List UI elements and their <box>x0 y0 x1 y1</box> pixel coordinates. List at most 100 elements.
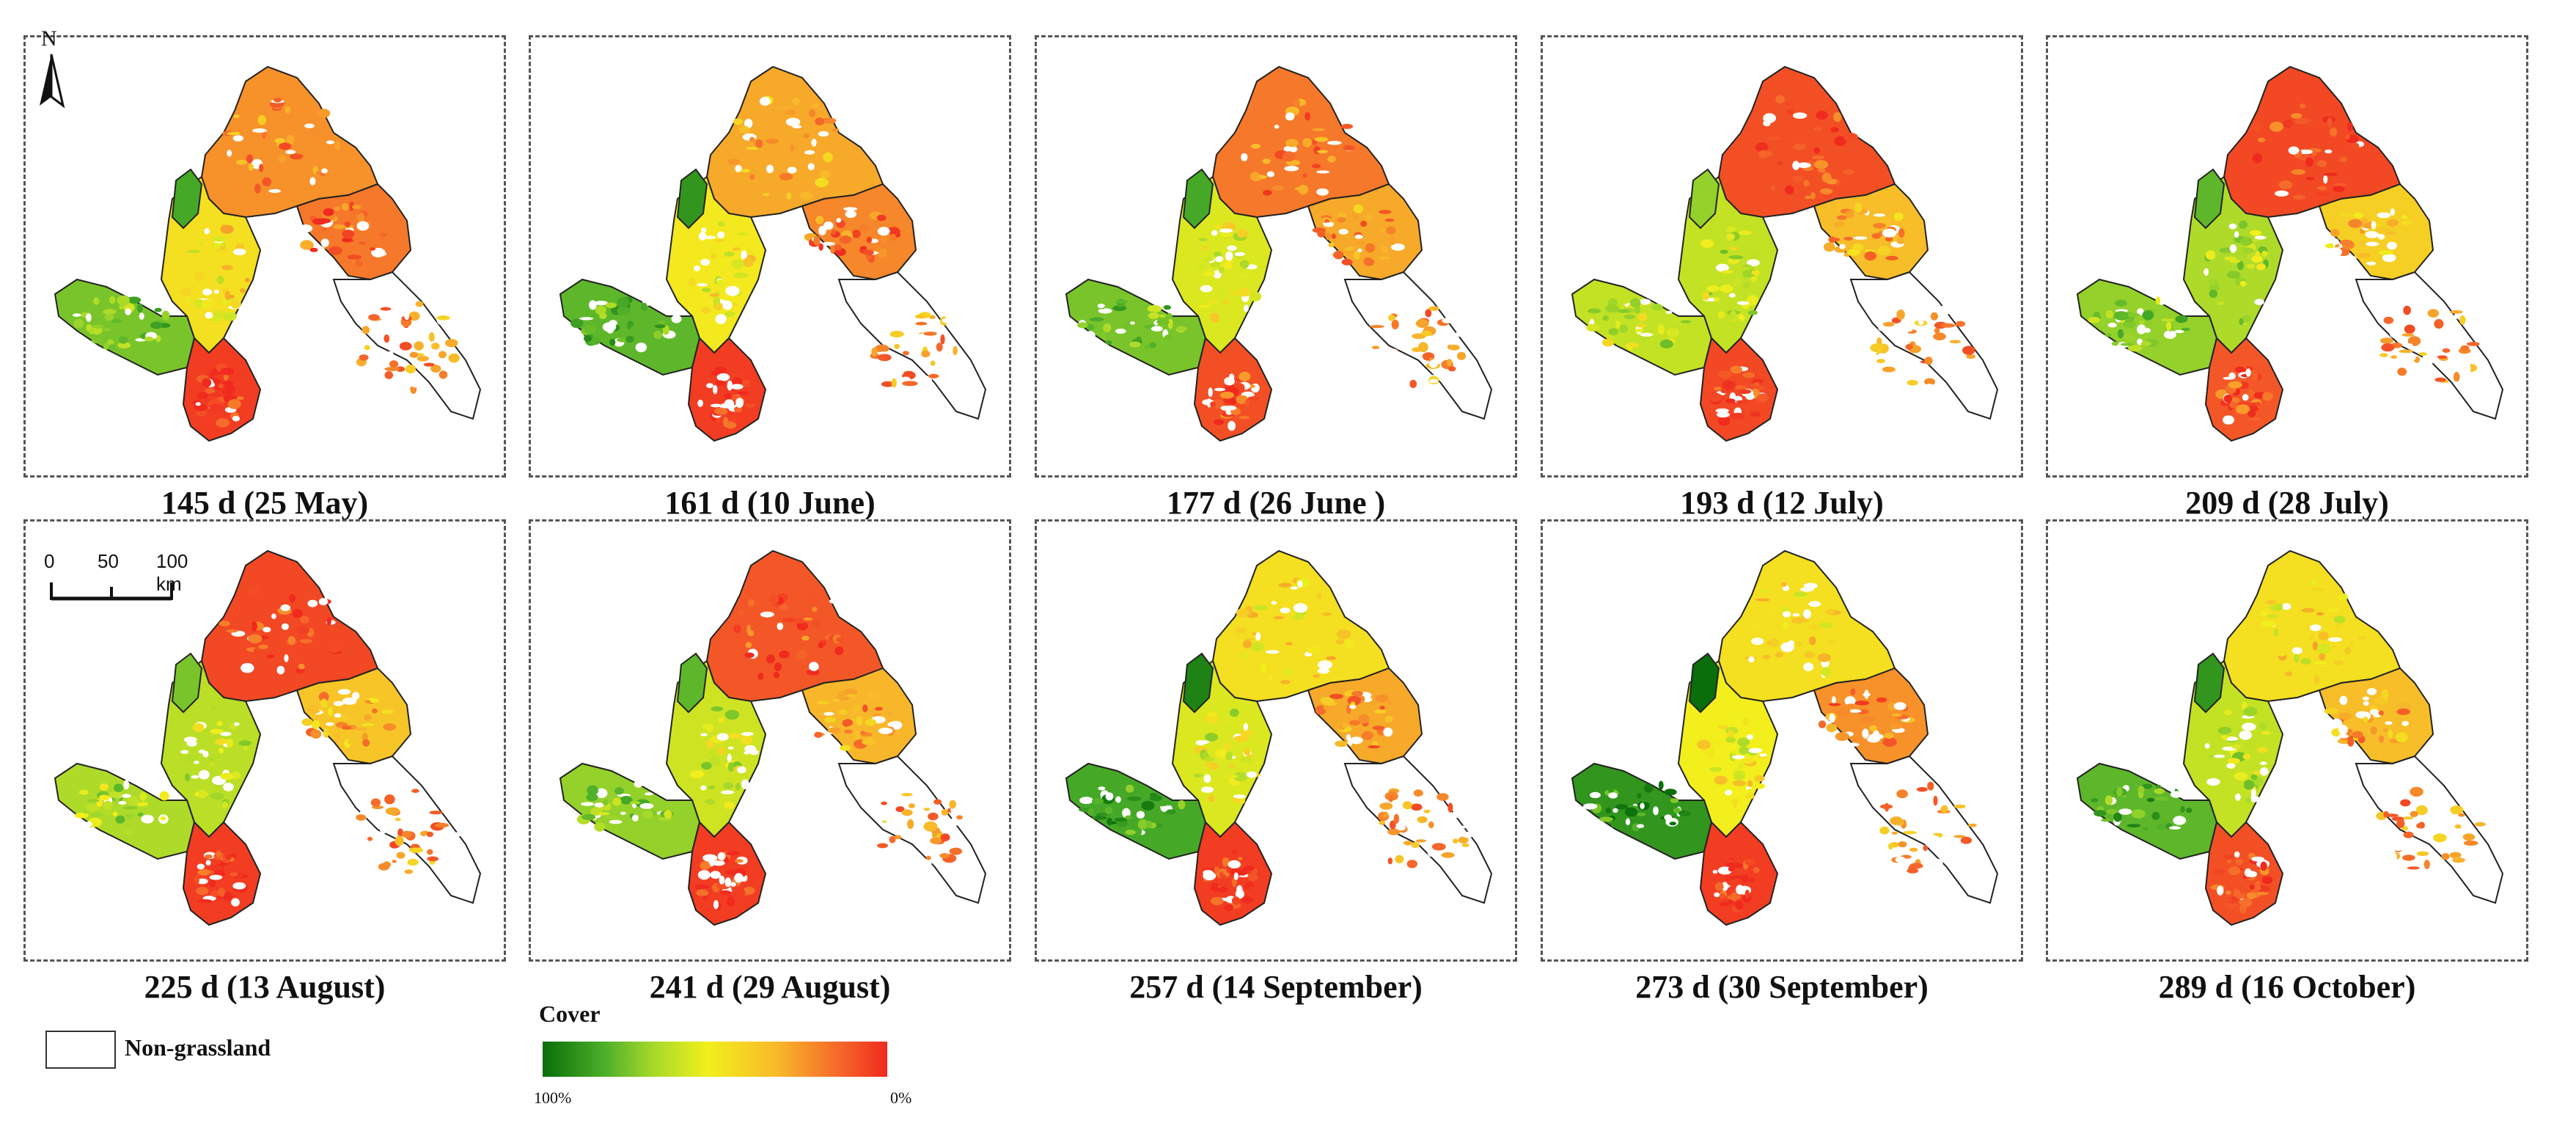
map-speckle <box>2441 853 2450 860</box>
map-speckle <box>2261 392 2273 401</box>
map-speckle <box>2231 744 2242 749</box>
map-speckle <box>1653 806 1659 816</box>
map-speckle <box>1198 238 1208 241</box>
map-speckle <box>1208 762 1219 770</box>
map-speckle <box>72 313 81 317</box>
map-speckle <box>715 314 727 324</box>
map-speckle <box>284 654 289 662</box>
map-speckle <box>1105 792 1114 801</box>
map-speckle <box>1797 162 1811 168</box>
map-speckle <box>867 708 878 714</box>
map-speckle <box>1247 396 1260 400</box>
map-speckle <box>2385 721 2393 725</box>
map-speckle <box>813 235 821 246</box>
map-speckle <box>2377 212 2391 219</box>
map-speckle <box>409 351 419 358</box>
map-speckle <box>103 343 109 351</box>
map-speckle <box>1808 601 1821 607</box>
map-speckle <box>836 637 845 643</box>
map-panel-0 <box>23 35 506 478</box>
map-speckle <box>1358 714 1370 724</box>
map-speckle <box>1726 233 1735 241</box>
map-speckle <box>2208 754 2215 758</box>
map-speckle <box>2365 230 2379 238</box>
map-speckle <box>1720 284 1733 293</box>
map-speckle <box>685 285 697 293</box>
map-speckle <box>2363 717 2368 723</box>
map-speckle <box>1945 327 1951 332</box>
map-speckle <box>904 381 918 387</box>
map-speckle <box>1786 109 1794 115</box>
map-speckle <box>743 257 754 268</box>
map-speckle <box>1873 838 1886 847</box>
map-speckle <box>2100 819 2112 822</box>
map-speckle <box>334 733 340 743</box>
map-speckle <box>2266 615 2279 618</box>
map-speckle <box>921 350 931 358</box>
map-speckle <box>380 307 392 311</box>
map-speckle <box>2330 127 2338 137</box>
map-speckle <box>2398 702 2411 710</box>
map-speckle <box>384 820 397 824</box>
map-speckle <box>1721 270 1734 274</box>
map-speckle <box>198 789 207 799</box>
map-speckle <box>2404 324 2415 334</box>
map-speckle <box>1816 111 1828 120</box>
map-speckle <box>1608 792 1618 799</box>
map-speckle <box>1136 811 1145 819</box>
map-speckle <box>333 700 344 706</box>
map-speckle <box>1601 338 1615 347</box>
map-speckle <box>204 228 210 235</box>
map-speckle <box>584 335 592 342</box>
map-speckle <box>93 297 100 305</box>
map-speckle <box>298 224 313 233</box>
map-speckle <box>868 848 878 854</box>
map-speckle <box>1234 631 1248 640</box>
map-region-southeast <box>1849 755 1999 904</box>
map-speckle <box>1892 713 1902 717</box>
map-speckle <box>2228 866 2241 876</box>
map-speckle <box>1224 742 1230 750</box>
map-speckle <box>1732 799 1738 808</box>
map-speckle <box>708 756 721 767</box>
map-speckle <box>872 362 883 370</box>
map-speckle <box>2330 229 2340 237</box>
map-speckle <box>1245 398 1250 407</box>
map-speckle <box>208 252 218 260</box>
map-speckle <box>1208 794 1215 802</box>
map-speckle <box>1237 229 1248 238</box>
map-speckle <box>1637 793 1642 799</box>
map-speckle <box>2114 299 2127 307</box>
map-speckle <box>923 332 937 336</box>
map-speckle <box>1349 705 1357 709</box>
map-speckle <box>2397 367 2407 376</box>
map-speckle <box>253 648 259 655</box>
map-speckle <box>785 109 796 115</box>
map-speckle <box>210 392 221 396</box>
map-speckle <box>197 899 213 904</box>
map-speckle <box>1730 863 1744 868</box>
map-speckle <box>746 624 752 634</box>
map-speckle <box>2324 708 2338 714</box>
map-speckle <box>1349 720 1360 725</box>
map-speckle <box>1869 725 1877 731</box>
map-speckle <box>1746 295 1758 306</box>
map-speckle <box>2157 824 2167 830</box>
map-speckle <box>1357 249 1362 252</box>
map-speckle <box>2416 823 2423 829</box>
map-speckle <box>727 380 733 391</box>
map-speckle <box>2341 213 2353 217</box>
map-speckle <box>2261 610 2268 617</box>
map-speckle <box>1712 869 1718 874</box>
map-speckle <box>1304 112 1311 121</box>
map-speckle <box>928 812 939 821</box>
map-speckle <box>1167 318 1173 329</box>
map-speckle <box>2288 146 2300 155</box>
map-speckle <box>2309 634 2314 640</box>
map-speckle <box>239 288 246 293</box>
map-speckle <box>114 783 123 792</box>
map-speckle <box>1808 623 1821 631</box>
map-speckle <box>1732 278 1742 288</box>
map-speckle <box>2239 730 2252 740</box>
map-panel-8 <box>1541 519 2023 962</box>
